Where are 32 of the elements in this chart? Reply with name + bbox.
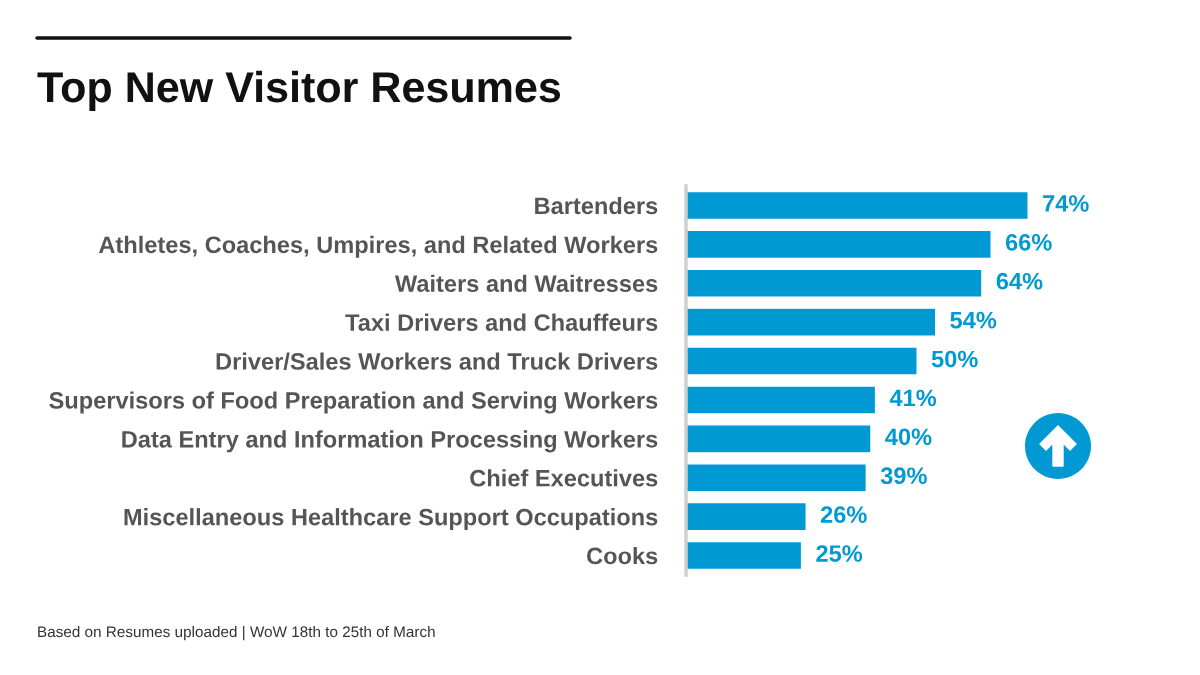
bar bbox=[686, 501, 807, 532]
text: Based on Resumes uploaded | WoW 18th to 25th of March bbox=[38, 625, 435, 641]
bar bbox=[686, 268, 983, 298]
y-tick-label: Taxi Drivers and Chauffeurs bbox=[345, 313, 658, 331]
y-tick-label: Driver/Sales Workers and Truck Drivers bbox=[216, 352, 658, 371]
y-tick-label: Chief Executives bbox=[470, 469, 658, 487]
bar bbox=[686, 540, 803, 571]
y-tick-label: Athletes, Coaches, Umpires, and Related Workers bbox=[98, 235, 658, 258]
bar bbox=[686, 229, 992, 260]
y-tick-label: Bartenders bbox=[535, 196, 658, 215]
data-label: 74% bbox=[1043, 195, 1089, 212]
y-tick-label: Supervisors of Food Preparation and Serving Workers bbox=[49, 391, 658, 414]
bar bbox=[686, 307, 937, 337]
data-label: 39% bbox=[880, 467, 927, 485]
data-label: 41% bbox=[889, 389, 937, 407]
y-tick-label: Data Entry and Information Processing Workers bbox=[122, 430, 658, 453]
data-label: 50% bbox=[931, 350, 978, 368]
y-tick-label: Cooks bbox=[587, 546, 658, 565]
bar bbox=[686, 190, 1029, 221]
data-label: 26% bbox=[820, 506, 867, 523]
bar bbox=[686, 346, 918, 376]
y-tick-label: Waiters and Waitresses bbox=[394, 274, 658, 293]
bar bbox=[686, 463, 868, 493]
text: Top New Visitor Resumes bbox=[37, 70, 561, 111]
data-label: 66% bbox=[1005, 233, 1052, 251]
data-label: 64% bbox=[996, 272, 1043, 290]
y-tick-label: Miscellaneous Healthcare Support Occupations bbox=[124, 508, 658, 531]
bar bbox=[686, 424, 872, 454]
bar bbox=[686, 385, 877, 415]
data-label: 25% bbox=[816, 545, 863, 562]
data-label: 40% bbox=[885, 428, 932, 446]
data-label: 54% bbox=[950, 311, 997, 329]
